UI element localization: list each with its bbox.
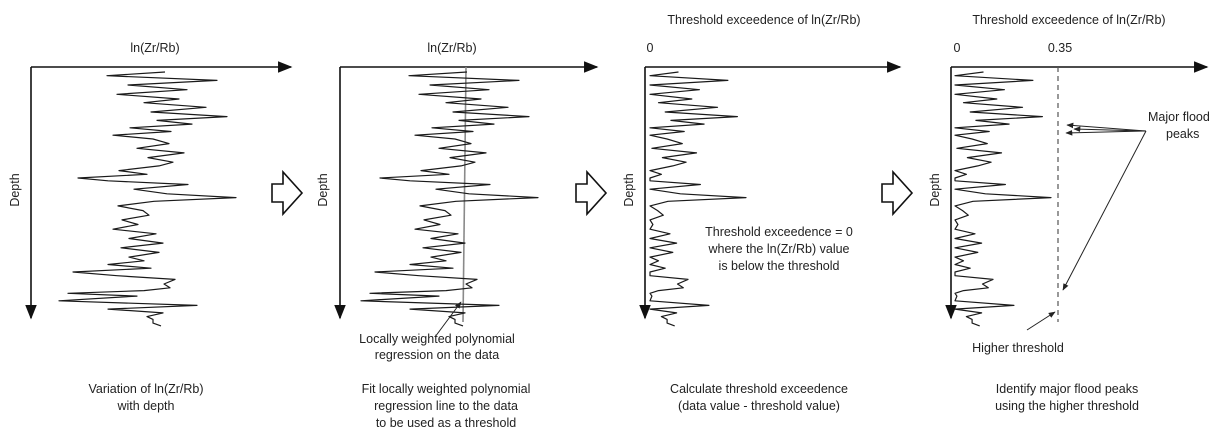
panel-1-depth-label: Depth — [8, 173, 22, 206]
panel-2-caption-line-3: to be used as a threshold — [376, 416, 516, 430]
panel-4-peaks-label-line-1: Major flood — [1148, 110, 1210, 124]
panel-4-threshold-arrow — [1026, 311, 1056, 331]
panel-4-caption-line-2: using the higher threshold — [995, 399, 1139, 413]
panel-3-zero-tick: 0 — [647, 41, 654, 55]
panel-1-top-label: ln(Zr/Rb) — [130, 41, 179, 55]
right-arrow-icon — [271, 169, 304, 217]
panel-3-depth-label: Depth — [622, 173, 636, 206]
right-arrow-icon — [575, 169, 608, 217]
panel-4-peak-arrow-1 — [1066, 122, 1147, 132]
panel-3-caption-line-2: (data value - threshold value) — [678, 399, 840, 413]
panel-2-annotation-line-2: regression on the data — [375, 348, 499, 362]
panel-3-caption-line-1: Calculate threshold exceedence — [670, 382, 848, 396]
panel-2-caption-line-1: Fit locally weighted polynomial — [362, 382, 531, 396]
right-arrow-icon — [881, 169, 914, 217]
panel-4-peak-arrow-4 — [1062, 130, 1147, 291]
panel-4-top-label: Threshold exceedence of ln(Zr/Rb) — [972, 13, 1165, 27]
panel-2-annotation-arrow — [434, 301, 462, 338]
panel-3-annotation-line-2: where the ln(Zr/Rb) value — [707, 242, 849, 256]
panel-2-regression-line — [462, 66, 467, 323]
panel-2: ln(Zr/Rb) Depth Locally weighted polynom… — [316, 41, 599, 430]
panel-2-top-label: ln(Zr/Rb) — [427, 41, 476, 55]
panel-2-depth-label: Depth — [316, 173, 330, 206]
panel-3-top-label: Threshold exceedence of ln(Zr/Rb) — [667, 13, 860, 27]
panel-4-depth-label: Depth — [928, 173, 942, 206]
panel-2-annotation-line-1: Locally weighted polynomial — [359, 332, 515, 346]
panel-4-caption-line-1: Identify major flood peaks — [996, 382, 1138, 396]
panel-1-signal-line — [58, 71, 237, 327]
panel-3-annotation-line-1: Threshold exceedence = 0 — [705, 225, 853, 239]
panel-1: ln(Zr/Rb) Depth Variation of ln(Zr/Rb) w… — [8, 41, 293, 413]
panel-4: Threshold exceedence of ln(Zr/Rb) 0 0.35… — [928, 13, 1210, 413]
panel-4-threshold-tick: 0.35 — [1048, 41, 1072, 55]
panel-1-caption-line-1: Variation of ln(Zr/Rb) — [88, 382, 203, 396]
panel-3-exceedence-line — [649, 71, 747, 327]
panel-4-zero-tick: 0 — [954, 41, 961, 55]
panel-4-threshold-label: Higher threshold — [972, 341, 1064, 355]
panel-3: Threshold exceedence of ln(Zr/Rb) 0 Dept… — [622, 13, 902, 413]
panel-2-signal-line — [360, 71, 539, 327]
panel-4-exceedence-line — [954, 71, 1052, 327]
panel-4-peak-arrow-3 — [1073, 126, 1147, 132]
panel-4-peaks-label-line-2: peaks — [1166, 127, 1199, 141]
panel-2-caption-line-2: regression line to the data — [374, 399, 518, 413]
panel-1-caption-line-2: with depth — [117, 399, 175, 413]
panel-4-peak-arrow-2 — [1065, 130, 1147, 136]
panel-3-annotation-line-3: is below the threshold — [719, 259, 840, 273]
